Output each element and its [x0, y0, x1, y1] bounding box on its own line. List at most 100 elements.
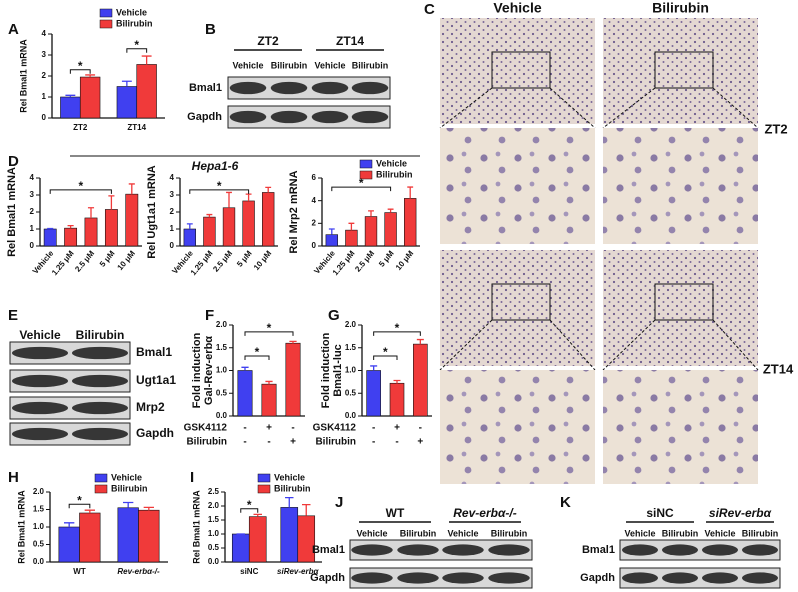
bar	[366, 370, 381, 417]
error-bar	[370, 365, 378, 371]
bar	[60, 96, 81, 119]
error-bar	[108, 195, 115, 210]
blot-group: Rev-erbα-/-	[453, 506, 516, 520]
error-bar	[87, 207, 95, 218]
significance-star: *	[383, 345, 388, 359]
blot-band	[397, 572, 439, 584]
blot-band	[397, 544, 439, 556]
y-tick-label: 1.5	[345, 343, 357, 352]
y-axis-label: Rel Bmal1 mRNA	[18, 39, 28, 113]
y-tick-label: 4	[30, 173, 35, 182]
blot-row-label: Gapdh	[310, 572, 345, 584]
significance-bracket	[69, 69, 91, 74]
y-tick-label: 0	[312, 241, 317, 250]
bar	[384, 212, 397, 247]
error-bar	[285, 496, 294, 508]
lane-label: Vehicle	[704, 528, 735, 538]
significance-star: *	[217, 179, 222, 193]
blot-row-label: Bmal1	[136, 345, 172, 359]
x-tick-label: 10 μM	[115, 249, 137, 272]
y-tick-label: 0	[30, 241, 35, 250]
error-bar	[143, 506, 154, 511]
y-axis-label: Fold induction	[191, 332, 203, 408]
y-tick-label: 1.0	[216, 366, 228, 375]
bar	[43, 228, 57, 247]
significance-bracket	[240, 508, 259, 513]
treatment-sign: -	[372, 423, 375, 434]
bar	[125, 193, 139, 247]
y-tick-label: 2	[170, 207, 175, 216]
error-bar	[289, 340, 297, 344]
panel-letter: I	[190, 469, 194, 486]
histology-image	[440, 370, 595, 484]
blot-band	[622, 544, 658, 556]
x-tick-label: 2.5 μM	[211, 249, 234, 274]
y-tick-label: 0.0	[345, 411, 357, 420]
blot-row-label: Gapdh	[136, 426, 174, 440]
significance-bracket	[49, 189, 112, 194]
significance-bracket	[244, 331, 294, 336]
x-tick-label: 5 μM	[98, 249, 117, 269]
lane-label: Bilirubin	[742, 528, 779, 538]
error-bar	[393, 379, 401, 384]
zoom-line	[712, 87, 759, 129]
blot-group: WT	[386, 506, 405, 520]
lane-label: Vehicle	[624, 528, 655, 538]
bar	[285, 342, 301, 417]
y-tick-label: 4	[42, 29, 47, 38]
zoom-box	[491, 51, 551, 89]
blot-row-label: Gapdh	[580, 572, 615, 584]
blot-band	[229, 81, 267, 95]
lane-label: Vehicle	[232, 60, 263, 70]
bar	[237, 370, 253, 417]
legend-swatch	[359, 159, 373, 169]
treatment-sign: -	[419, 423, 422, 434]
legend-label: Bilirubin	[111, 483, 148, 493]
y-axis-label: Rel Bmal1 mRNA	[16, 490, 26, 564]
panel-letter: E	[8, 307, 18, 324]
error-bar	[416, 338, 424, 345]
blot-strip	[227, 76, 391, 100]
significance-bracket	[373, 331, 421, 336]
y-tick-label: 2.0	[33, 487, 45, 496]
lane-label: Bilirubin	[271, 60, 308, 70]
blot-band	[229, 110, 267, 124]
treatment-sign: +	[394, 423, 400, 434]
y-tick-label: 2.0	[216, 320, 228, 329]
histology-image	[440, 128, 595, 244]
legend-swatch	[94, 484, 108, 494]
lane-label: Bilirubin	[662, 528, 699, 538]
legend-label: Vehicle	[116, 7, 147, 17]
y-tick-label: 1.5	[33, 505, 45, 514]
blot-row-label: Bmal1	[189, 82, 222, 94]
panel-letter: F	[205, 307, 214, 324]
blot-strip	[619, 539, 781, 561]
legend-swatch	[99, 8, 113, 18]
y-tick-label: 0.5	[33, 540, 45, 549]
y-tick-label: 0.5	[345, 388, 357, 397]
zoom-line	[439, 87, 493, 129]
error-bar	[245, 193, 252, 201]
blot-strip	[349, 539, 533, 561]
significance-star: *	[78, 59, 83, 73]
y-axis-label: Gal-Rev-erbα	[203, 336, 215, 405]
bar	[84, 217, 98, 247]
blot-band	[488, 572, 530, 584]
y-tick-label: 1	[30, 224, 35, 233]
y-tick-label: 4	[170, 173, 175, 182]
zoom-line	[439, 319, 493, 371]
bar	[261, 383, 277, 417]
blot-group: ZT2	[257, 34, 279, 48]
lane-label: Vehicle	[356, 528, 387, 538]
error-bar	[206, 213, 213, 218]
blot-band	[702, 572, 738, 584]
significance-star: *	[359, 176, 364, 190]
panel-letter: H	[8, 469, 19, 486]
blot-group: ZT14	[336, 34, 364, 48]
significance-bracket	[244, 355, 270, 360]
bar	[183, 228, 196, 247]
treatment-sign: -	[291, 423, 294, 434]
y-tick-label: 3	[30, 190, 35, 199]
legend-swatch	[99, 19, 113, 29]
